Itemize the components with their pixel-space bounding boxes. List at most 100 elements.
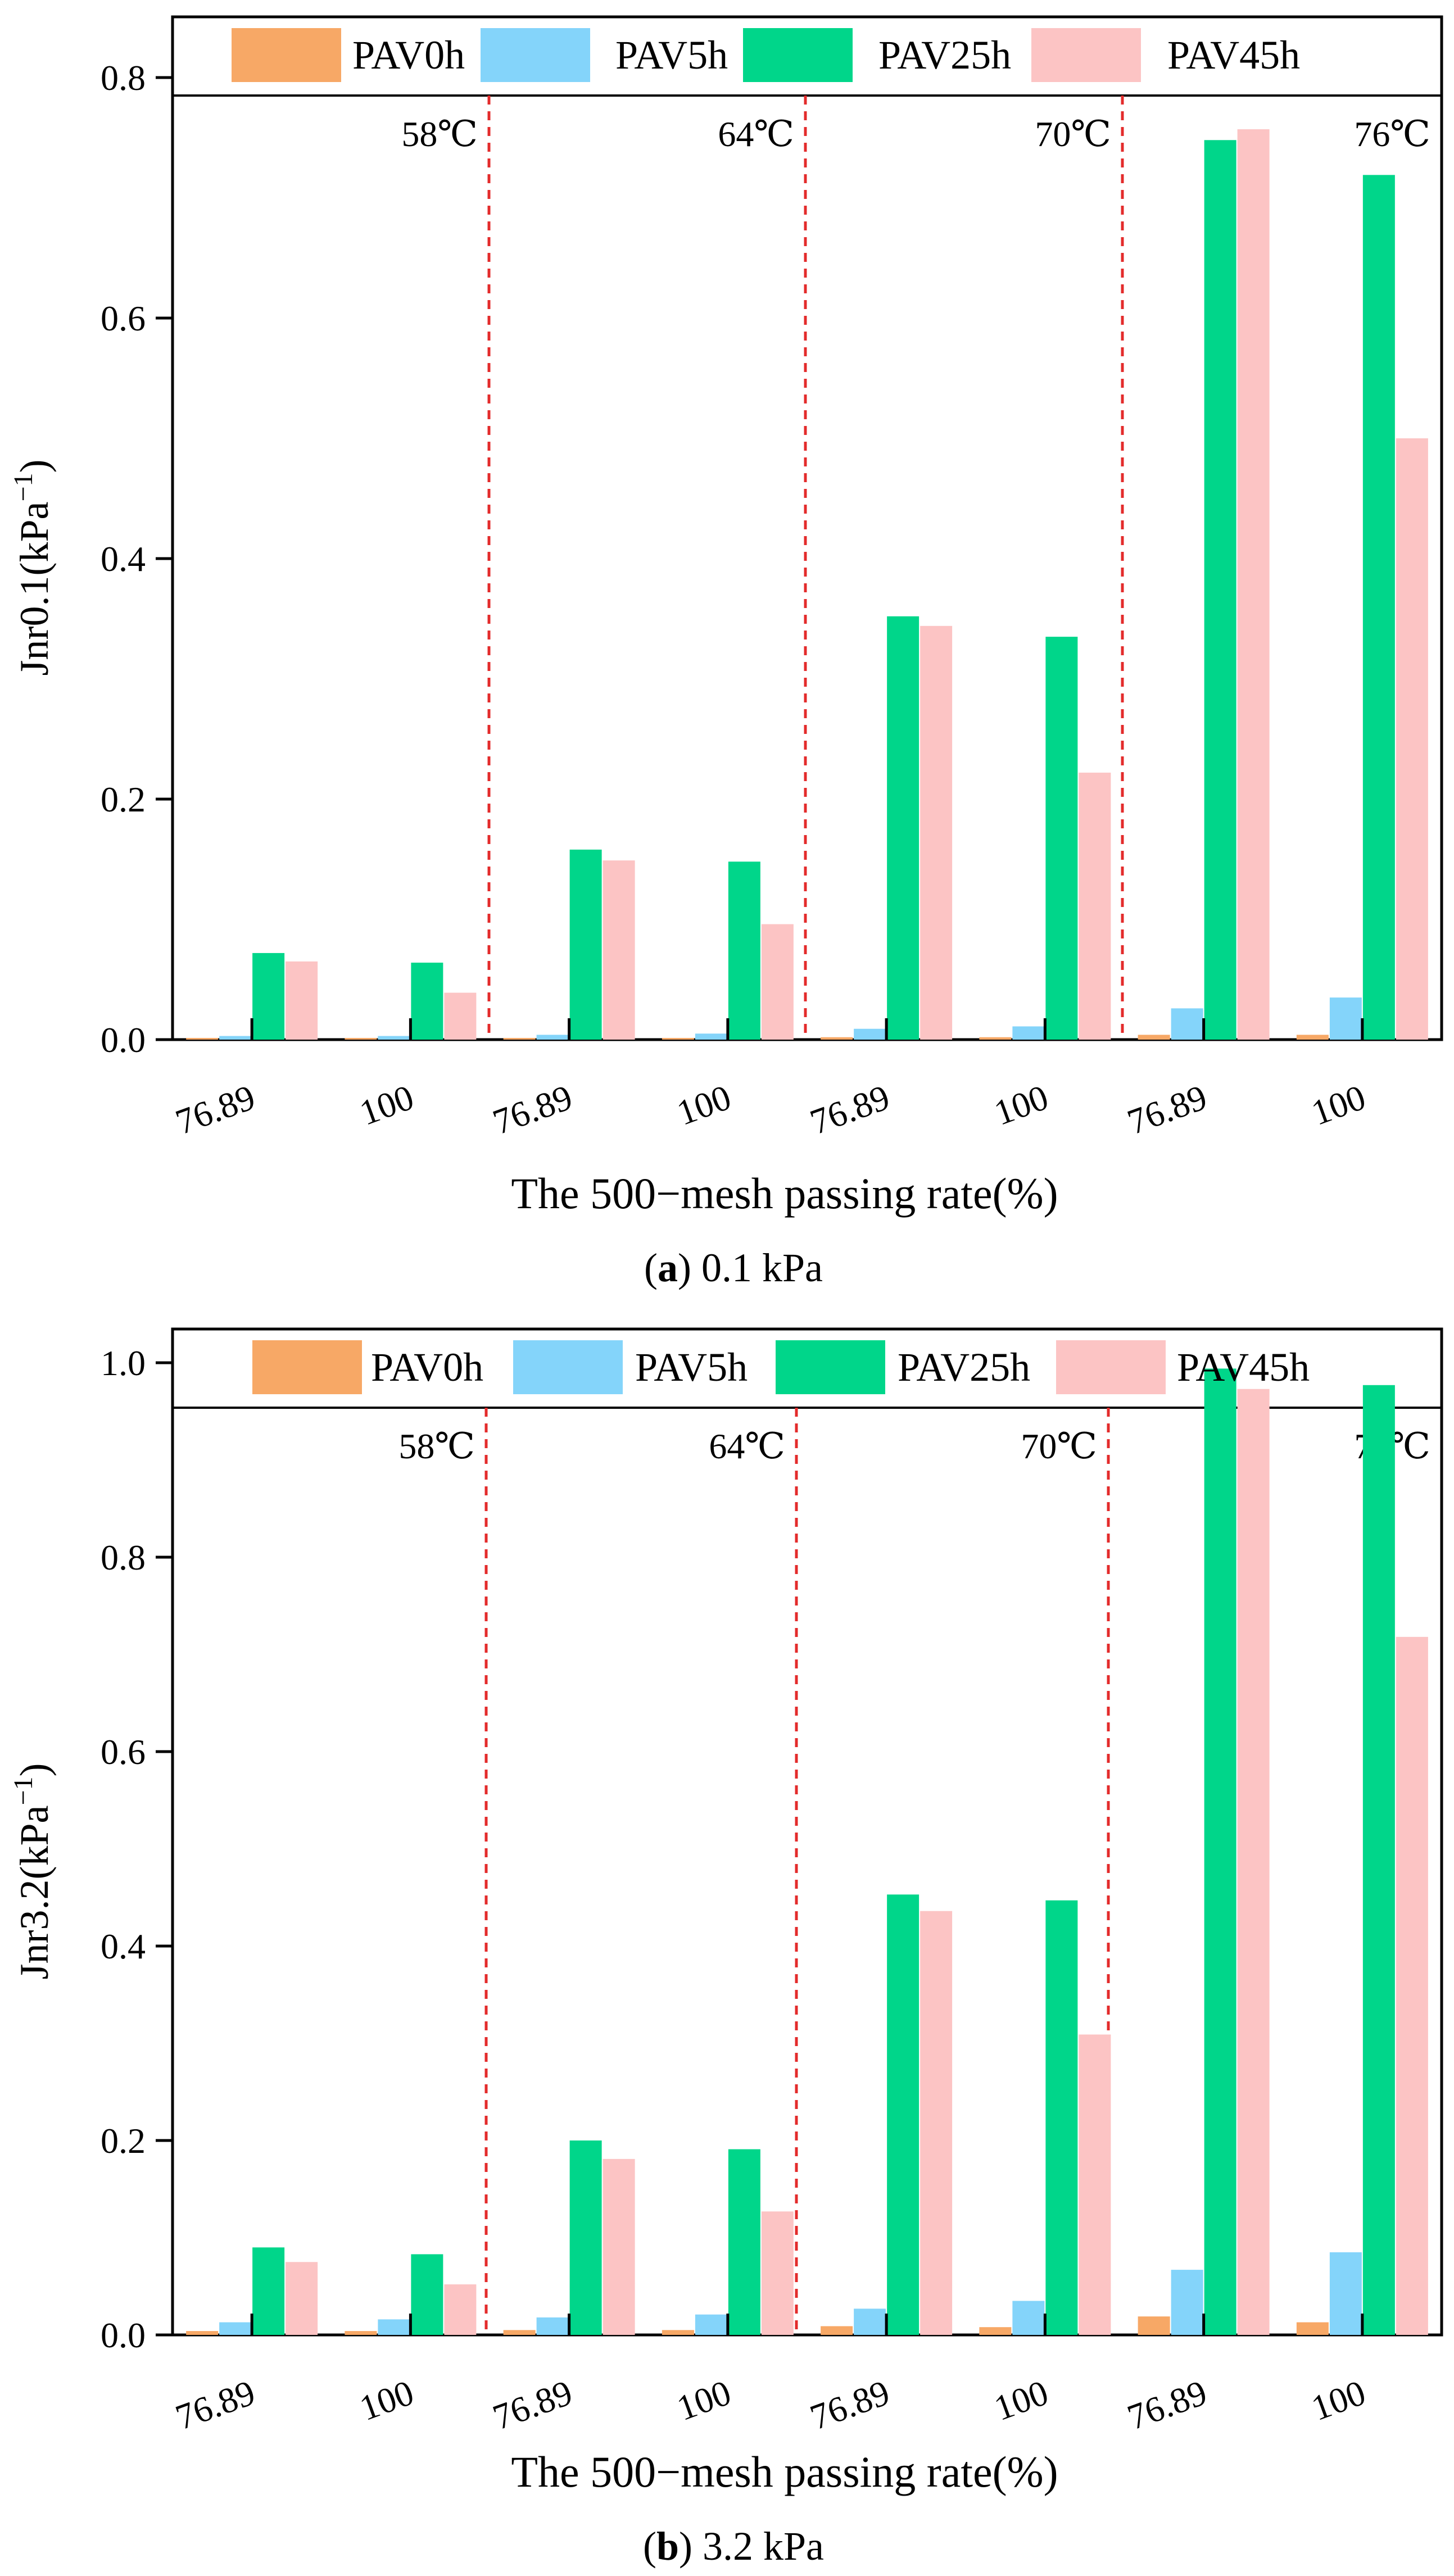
legend-label-pav5h: PAV5h	[635, 1345, 748, 1390]
bar-pav45h	[1396, 438, 1428, 1040]
bar-pav25h	[1362, 175, 1395, 1040]
y-tick-label: 0.6	[101, 298, 146, 338]
bar-pav25h	[411, 963, 443, 1040]
y-tick-label: 0.8	[101, 58, 146, 98]
bar-pav5h	[1329, 2252, 1362, 2335]
bar-pav45h	[920, 625, 953, 1040]
chart-panel-a: 0.0 0.2 0.4 0.6 0.8 Jnr0.1(kPa−1) 58℃ 64℃ 70℃ 76℃…	[8, 15, 1443, 1290]
bar-pav25h	[1045, 1900, 1078, 2335]
bar-pav5h	[854, 2309, 886, 2335]
y-axis-label: Jnr0.1(kPa−1)	[8, 459, 57, 675]
plot-frame	[171, 15, 1443, 1041]
x-tick-label: 76.89	[805, 2372, 895, 2437]
bar-pav25h	[252, 2247, 285, 2335]
bar-pav45h	[603, 860, 635, 1040]
panel-caption: (b) 3.2 kPa	[643, 2524, 824, 2569]
bar-pav0h	[503, 2330, 536, 2335]
x-tick-label: 100	[355, 1077, 419, 1133]
bar-pav0h	[821, 1037, 853, 1040]
temperature-label: 76℃	[1354, 114, 1430, 154]
bar-pav45h	[286, 2262, 318, 2335]
bar-pav5h	[536, 2317, 569, 2335]
y-tick-label: 0.6	[101, 1732, 146, 1772]
bar-pav5h	[1329, 997, 1362, 1040]
legend-label-pav0h: PAV0h	[371, 1345, 483, 1390]
bar-pav0h	[345, 2331, 377, 2335]
legend-swatch-pav25h	[743, 28, 853, 82]
bar-pav5h	[1171, 1008, 1203, 1040]
bar-pav45h	[286, 961, 318, 1040]
bar-pav25h	[569, 2140, 602, 2335]
bar-pav5h	[536, 1035, 569, 1040]
bar-pav0h	[821, 2326, 853, 2335]
legend-label-pav0h: PAV0h	[352, 33, 465, 78]
y-tick-label: 0.0	[101, 1020, 146, 1060]
chart-panel-b: 0.0 0.2 0.4 0.6 0.8 1.0 Jnr3.2(kPa−1) 58℃ 64℃ 70℃…	[8, 1327, 1443, 2569]
bar-pav5h	[1171, 2270, 1203, 2335]
bar-pav45h	[761, 924, 794, 1040]
bar-pav0h	[1296, 2322, 1329, 2335]
x-tick-label: 100	[989, 1077, 1053, 1133]
bar-pav25h	[252, 953, 285, 1040]
bar-pav5h	[695, 1033, 727, 1040]
x-tick-label: 76.89	[1122, 1077, 1212, 1142]
bar-pav45h	[1237, 129, 1270, 1040]
x-tick-label: 76.89	[170, 2372, 260, 2437]
bar-pav0h	[979, 1037, 1012, 1040]
bar-pav25h	[887, 616, 919, 1040]
y-tick-label: 0.2	[101, 779, 146, 819]
legend-label-pav45h: PAV45h	[1177, 1345, 1310, 1390]
y-axis-label: Jnr3.2(kPa−1)	[8, 1763, 57, 1979]
temperature-label: 64℃	[718, 114, 794, 154]
bar-pav5h	[854, 1028, 886, 1040]
bar-pav0h	[979, 2327, 1012, 2335]
bar-pav25h	[1204, 140, 1236, 1040]
bar-pav45h	[444, 992, 477, 1040]
temperature-label: 58℃	[401, 114, 478, 154]
legend-swatch-pav5h	[481, 28, 590, 82]
x-tick-label: 76.89	[805, 1077, 895, 1142]
x-tick-label: 100	[672, 1077, 736, 1133]
bar-pav0h	[1138, 1035, 1170, 1040]
bar-pav5h	[378, 2319, 410, 2335]
bar-pav0h	[662, 2330, 694, 2335]
y-tick-label: 0.0	[101, 2315, 146, 2355]
bar-pav5h	[219, 1036, 252, 1040]
bar-pav45h	[1396, 1636, 1428, 2335]
bar-pav5h	[695, 2314, 727, 2335]
panel-caption: (a) 0.1 kPa	[644, 1245, 823, 1290]
y-tick-label: 0.4	[101, 1926, 146, 1966]
legend-label-pav5h: PAV5h	[615, 33, 728, 78]
y-tick-label: 0.8	[101, 1538, 146, 1577]
legend-swatch-pav5h	[513, 1340, 623, 1394]
legend-swatch-pav45h	[1031, 28, 1141, 82]
legend-label-pav45h: PAV45h	[1167, 33, 1300, 78]
bar-pav45h	[603, 2158, 635, 2335]
y-tick-label: 0.2	[101, 2121, 146, 2161]
temperature-label: 70℃	[1021, 1426, 1097, 1466]
legend-label-pav25h: PAV25h	[898, 1345, 1030, 1390]
legend-swatch-pav25h	[776, 1340, 885, 1394]
legend-label-pav25h: PAV25h	[878, 33, 1011, 78]
x-tick-label: 100	[1306, 2372, 1370, 2428]
x-axis-label: The 500−mesh passing rate(%)	[511, 1169, 1058, 1218]
y-tick-label: 0.4	[101, 539, 146, 579]
bar-pav25h	[411, 2254, 443, 2335]
bar-pav45h	[1237, 1389, 1270, 2335]
bar-pav25h	[1362, 1385, 1395, 2335]
bar-pav0h	[186, 2331, 219, 2335]
bar-pav25h	[1045, 637, 1078, 1040]
bar-pav5h	[1012, 2301, 1045, 2335]
x-tick-label: 100	[355, 2372, 419, 2428]
plot-frame	[171, 1327, 1443, 2337]
bar-pav45h	[920, 1911, 953, 2335]
bar-pav25h	[728, 861, 760, 1040]
bar-pav0h	[345, 1038, 377, 1040]
bar-pav25h	[569, 849, 602, 1040]
bar-pav45h	[444, 2284, 477, 2335]
x-axis-label: The 500−mesh passing rate(%)	[511, 2447, 1058, 2496]
temperature-label: 58℃	[398, 1426, 475, 1466]
x-tick-label: 76.89	[170, 1077, 260, 1142]
legend-swatch-pav0h	[252, 1340, 362, 1394]
